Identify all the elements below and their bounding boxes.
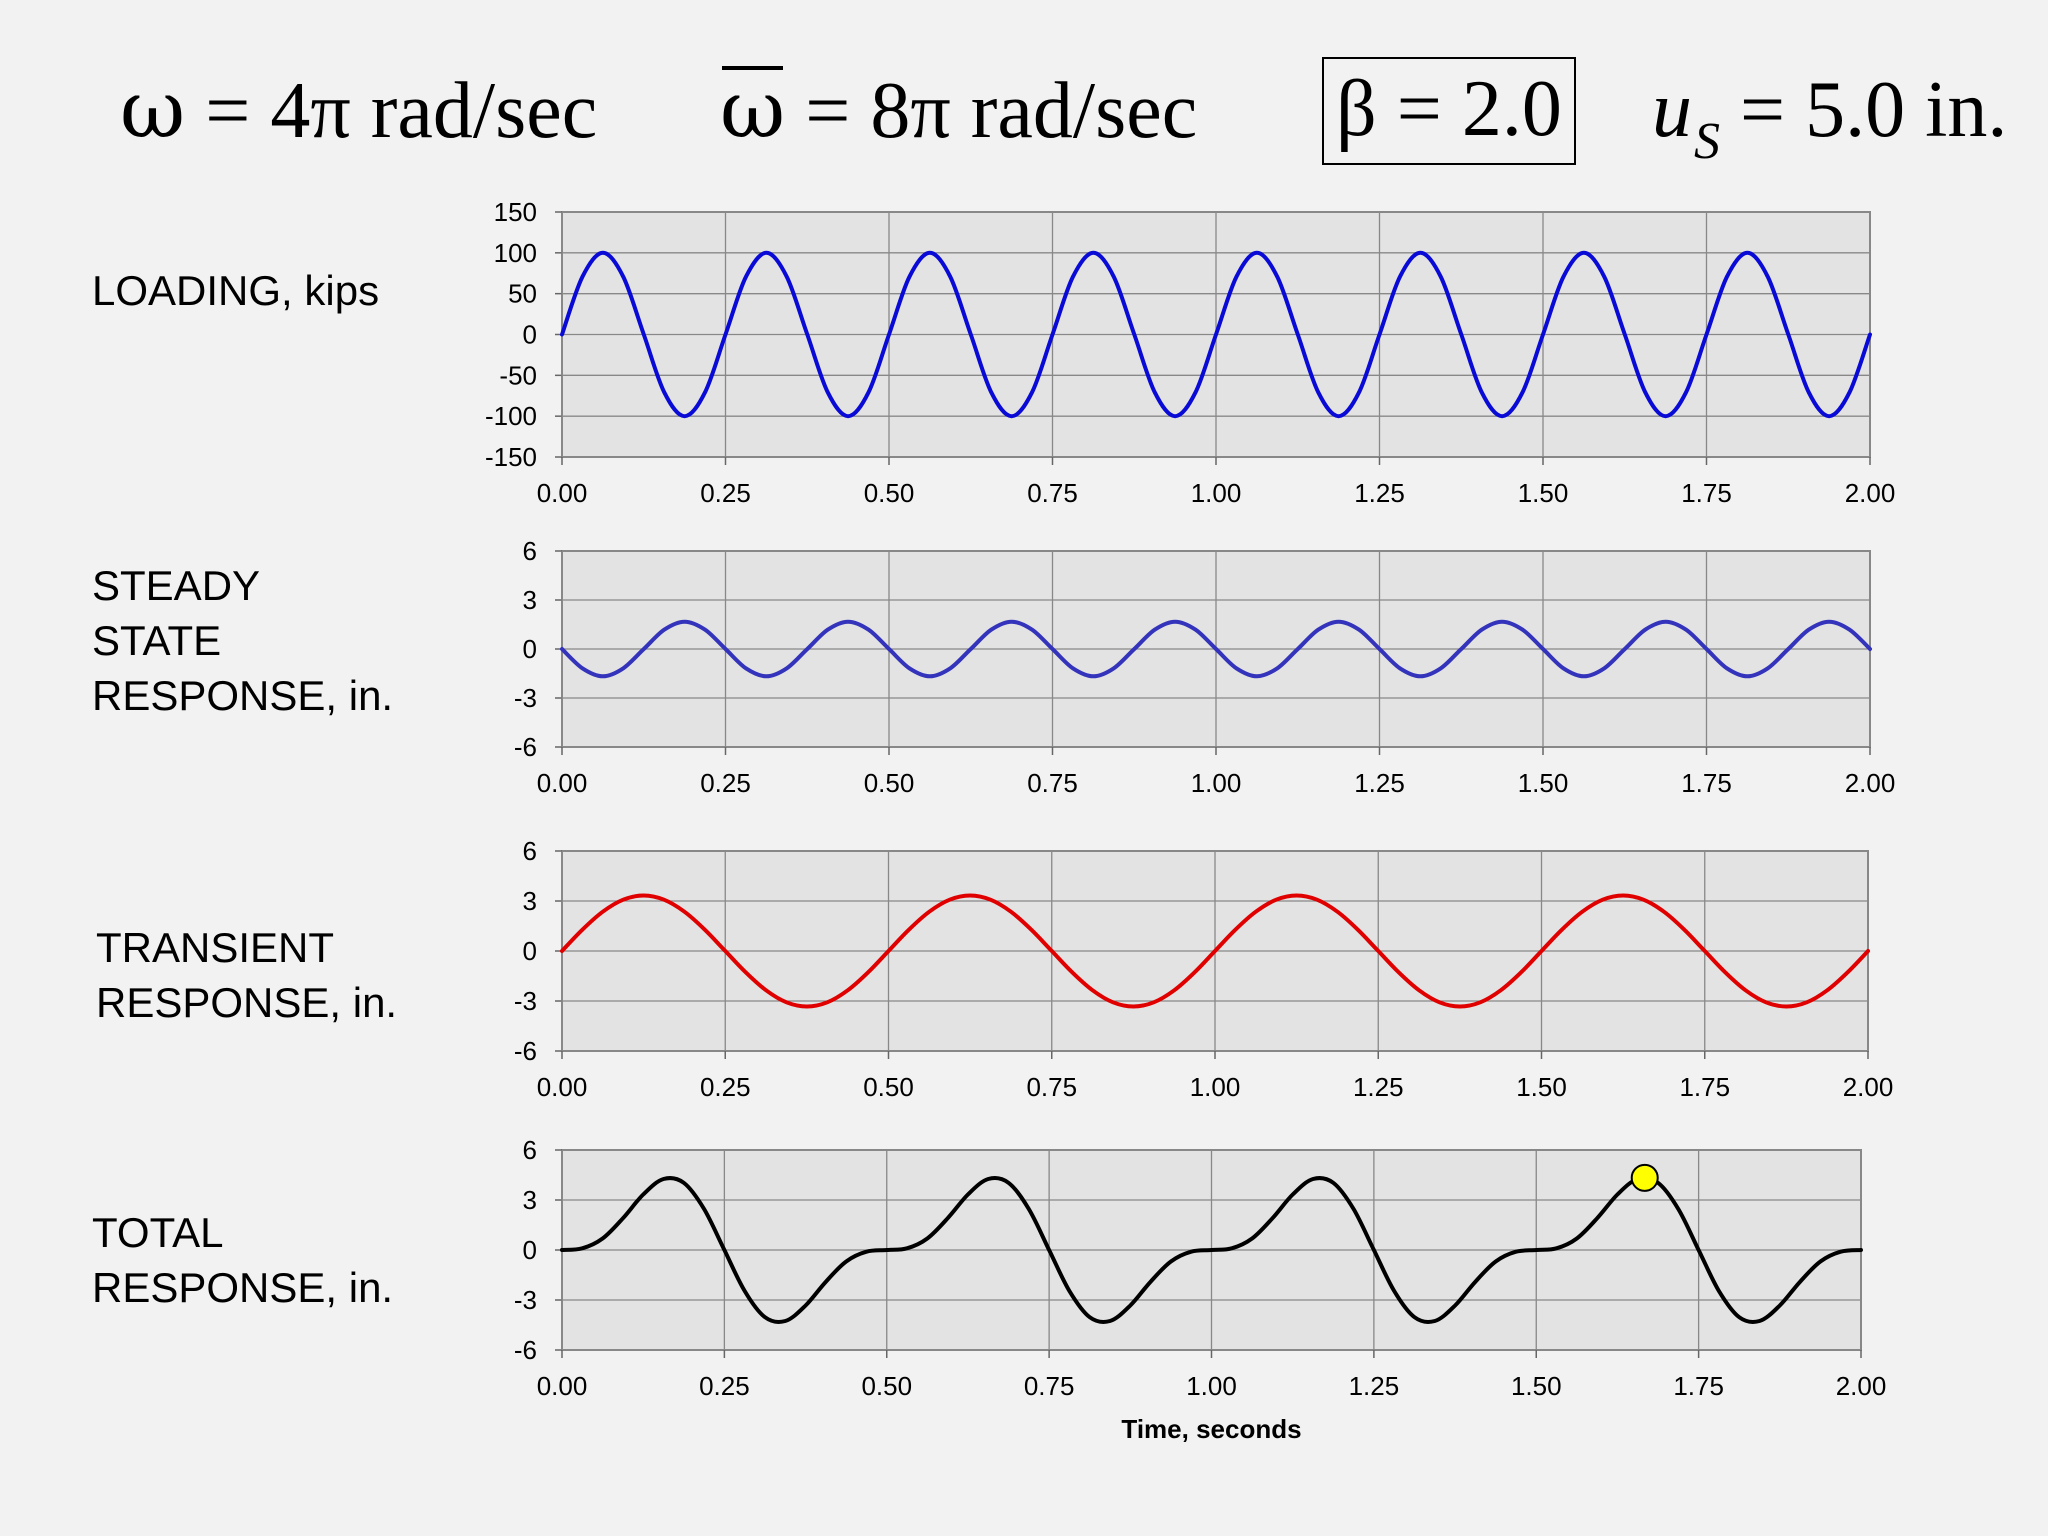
steady-state-y-tick-label: -3	[514, 683, 537, 713]
total-x-tick-label: 1.75	[1673, 1371, 1724, 1401]
total-x-tick-label: 0.75	[1024, 1371, 1075, 1401]
loading-series-line	[560, 250, 1872, 419]
loading-x-tick-label: 1.25	[1354, 478, 1405, 508]
beta-equation-box: β = 2.0	[1322, 57, 1576, 165]
transient-label-line-2: RESPONSE, in.	[96, 979, 398, 1026]
steady-state-label-line-1: STEADY	[92, 562, 261, 609]
loading-x-tick-label: 2.00	[1845, 478, 1896, 508]
total-chart: 6 3 0 -3 -60.00 0.25 0.50 0.75 1.00 1.25 1.50 1.75 2…	[514, 1135, 1886, 1444]
steady-state-x-tick-label: 1.25	[1354, 768, 1405, 798]
steady-state-y-tick-label: 6	[523, 536, 537, 566]
us-value: = 5.0 in.	[1740, 66, 2008, 154]
steady-state-x-tick-label: 1.50	[1518, 768, 1569, 798]
total-y-tick-label: 3	[523, 1185, 537, 1215]
total-label-line-2: RESPONSE, in.	[92, 1264, 394, 1311]
omega-equation: ω = 4π rad/sec	[120, 70, 597, 152]
total-x-tick-label: 0.00	[537, 1371, 588, 1401]
transient-x-tick-label: 1.50	[1516, 1072, 1567, 1102]
total-x-tick-label: 0.25	[699, 1371, 750, 1401]
steady-state-x-tick-label: 0.75	[1027, 768, 1078, 798]
total-label-line-1: TOTAL	[92, 1209, 224, 1256]
loading-y-tick-label: 150	[494, 197, 537, 227]
total-y-tick-label: 6	[523, 1135, 537, 1165]
loading-label-line: LOADING, kips	[92, 267, 380, 314]
steady-state-y-tick-label: 3	[523, 585, 537, 615]
transient-x-tick-label: 0.25	[700, 1072, 751, 1102]
transient-label: TRANSIENT RESPONSE, in.	[96, 920, 397, 1030]
steady-state-x-tick-label: 1.75	[1681, 768, 1732, 798]
loading-y-tick-label: 100	[494, 238, 537, 268]
header-equations: ω = 4π rad/sec ω = 8π rad/sec β = 2.0 uS…	[0, 0, 2048, 180]
total-x-tick-label: 2.00	[1836, 1371, 1887, 1401]
steady-state-chart: 6 3 0 -3 -60.00 0.25 0.50 0.75 1.00 1.25 1.50 1.75 2…	[514, 536, 1895, 798]
steady-state-label-line-2: STATE	[92, 617, 222, 664]
loading-x-tick-label: 0.25	[700, 478, 751, 508]
loading-y-tick-label: 50	[508, 279, 537, 309]
total-x-tick-label: 1.00	[1186, 1371, 1237, 1401]
steady-state-label-line-3: RESPONSE, in.	[92, 672, 394, 719]
omega-bar-equation: ω = 8π rad/sec	[720, 63, 1197, 156]
steady-state-y-tick-label: -6	[514, 732, 537, 762]
omega-value: = 4π rad/sec	[205, 67, 598, 155]
transient-y-tick-label: -3	[514, 986, 537, 1016]
omega-symbol: ω	[120, 63, 186, 156]
transient-y-tick-label: 6	[523, 836, 537, 866]
transient-x-tick-label: 0.00	[537, 1072, 588, 1102]
loading-x-tick-label: 1.50	[1518, 478, 1569, 508]
omega-bar-value: = 8π rad/sec	[805, 67, 1198, 155]
transient-y-tick-label: -6	[514, 1036, 537, 1066]
transient-x-tick-label: 0.50	[863, 1072, 914, 1102]
loading-y-tick-label: -50	[499, 360, 537, 390]
total-label: TOTAL RESPONSE, in.	[92, 1205, 393, 1315]
steady-state-x-tick-label: 0.00	[537, 768, 588, 798]
beta-value: β = 2.0	[1336, 65, 1562, 153]
loading-x-tick-label: 0.75	[1027, 478, 1078, 508]
us-variable: u	[1652, 66, 1692, 154]
total-x-tick-label: 1.25	[1349, 1371, 1400, 1401]
transient-x-tick-label: 2.00	[1843, 1072, 1894, 1102]
transient-x-tick-label: 1.75	[1679, 1072, 1730, 1102]
total-x-tick-label: 0.50	[861, 1371, 912, 1401]
us-equation: uS = 5.0 in.	[1652, 70, 2007, 168]
total-y-tick-label: -6	[514, 1335, 537, 1365]
transient-y-tick-label: 0	[523, 936, 537, 966]
steady-state-y-tick-label: 0	[523, 634, 537, 664]
transient-y-tick-label: 3	[523, 886, 537, 916]
steady-state-x-tick-label: 0.25	[700, 768, 751, 798]
loading-x-tick-label: 1.75	[1681, 478, 1732, 508]
steady-state-x-tick-label: 0.50	[864, 768, 915, 798]
us-subscript: S	[1694, 113, 1720, 170]
loading-x-tick-label: 1.00	[1191, 478, 1242, 508]
transient-x-tick-label: 1.00	[1190, 1072, 1241, 1102]
total-y-tick-label: -3	[514, 1285, 537, 1315]
loading-y-tick-label: -100	[485, 401, 537, 431]
loading-x-tick-label: 0.00	[537, 478, 588, 508]
transient-x-tick-label: 0.75	[1026, 1072, 1077, 1102]
transient-chart: 6 3 0 -3 -60.00 0.25 0.50 0.75 1.00 1.25 1.50 1.75 2…	[514, 836, 1893, 1102]
loading-y-tick-label: 0	[523, 320, 537, 350]
transient-label-line-1: TRANSIENT	[96, 924, 335, 971]
omega-bar-symbol: ω	[720, 63, 786, 156]
loading-label: LOADING, kips	[92, 263, 379, 318]
total-x-tick-label: 1.50	[1511, 1371, 1562, 1401]
total-y-tick-label: 0	[523, 1235, 537, 1265]
transient-series-line	[560, 893, 1870, 1009]
loading-y-tick-label: -150	[485, 442, 537, 472]
steady-state-x-tick-label: 1.00	[1191, 768, 1242, 798]
total-current-point-marker	[1630, 1163, 1659, 1192]
total-x-axis-label: Time, seconds	[1121, 1414, 1301, 1444]
transient-x-tick-label: 1.25	[1353, 1072, 1404, 1102]
steady-state-series-line	[560, 619, 1872, 679]
loading-x-tick-label: 0.50	[864, 478, 915, 508]
steady-state-x-tick-label: 2.00	[1845, 768, 1896, 798]
steady-state-label: STEADY STATE RESPONSE, in.	[92, 558, 393, 723]
